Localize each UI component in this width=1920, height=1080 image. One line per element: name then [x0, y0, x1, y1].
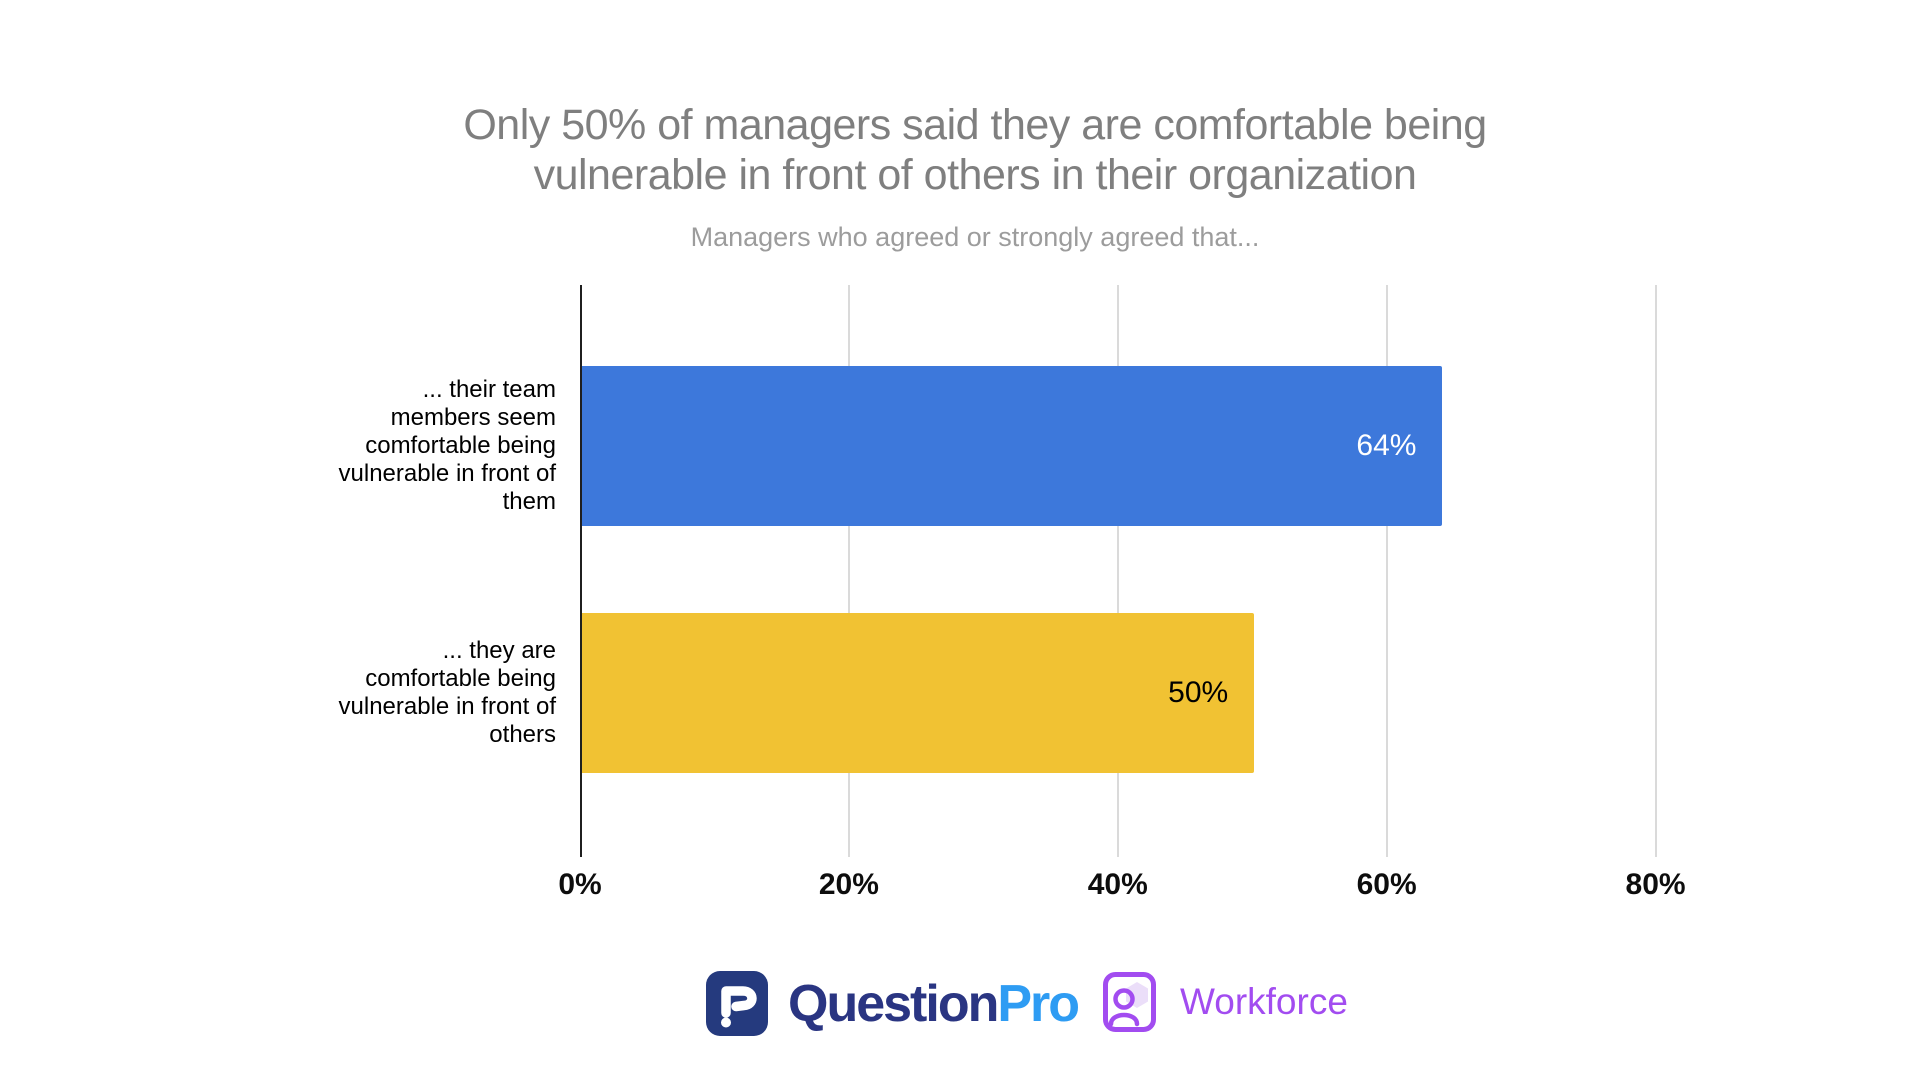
workforce-logo[interactable]: Workforce	[1103, 972, 1348, 1032]
questionpro-logo[interactable]: QuestionPro	[706, 971, 1080, 1036]
questionpro-logo-icon	[706, 971, 768, 1036]
bar-value-label-64: 64%	[1356, 429, 1417, 462]
chart-subtitle: Managers who agreed or strongly agreed t…	[690, 222, 1260, 252]
x-tick-label-40%: 40%	[1087, 868, 1148, 901]
category-label-line: vulnerable in front of	[338, 693, 556, 720]
workforce-wordmark: Workforce	[1180, 981, 1348, 1022]
category-label-line: comfortable being	[365, 665, 556, 692]
chart-title: Only 50% of managers said they are comfo…	[375, 100, 1575, 200]
category-label-managers: ... they are comfortable being vulnerable …	[200, 637, 556, 749]
bar-managers-comfortable[interactable]: 50%	[582, 613, 1255, 773]
chart-title-line-1: Only 50% of managers said they are comfo…	[463, 101, 1487, 149]
questionpro-wordmark-pro: Pro	[997, 974, 1080, 1033]
gridline-60%	[1385, 285, 1388, 857]
x-tick-label-0%: 0%	[558, 868, 602, 901]
gridline-40%	[1116, 285, 1119, 857]
category-label-line: comfortable being	[365, 432, 556, 459]
x-tick-label-60%: 60%	[1356, 868, 1417, 901]
category-label-line: ... their team	[422, 376, 556, 403]
category-label-line: them	[502, 488, 556, 515]
workforce-person-icon	[1103, 972, 1156, 1032]
plot-area: 64% 50%	[580, 285, 1790, 857]
x-tick-label-20%: 20%	[818, 868, 879, 901]
category-label-line: vulnerable in front of	[338, 460, 556, 487]
x-tick-label-80%: 80%	[1625, 868, 1686, 901]
gridline-0%	[580, 285, 582, 857]
category-label-line: ... they are	[442, 637, 556, 664]
gridline-80%	[1654, 285, 1657, 857]
category-label-line: others	[489, 721, 556, 748]
gridline-20%	[847, 285, 850, 857]
category-label-team-members: ... their team members seem comfortable be…	[200, 376, 556, 516]
questionpro-wordmark: QuestionPro	[788, 974, 1080, 1034]
questionpro-wordmark-question: Question	[788, 974, 999, 1033]
bar-value-label-50: 50%	[1168, 676, 1229, 709]
chart-title-line-2: vulnerable in front of others in their o…	[533, 151, 1417, 199]
category-label-line: members seem	[390, 404, 556, 431]
bar-team-members-comfortable[interactable]: 64%	[582, 366, 1443, 526]
